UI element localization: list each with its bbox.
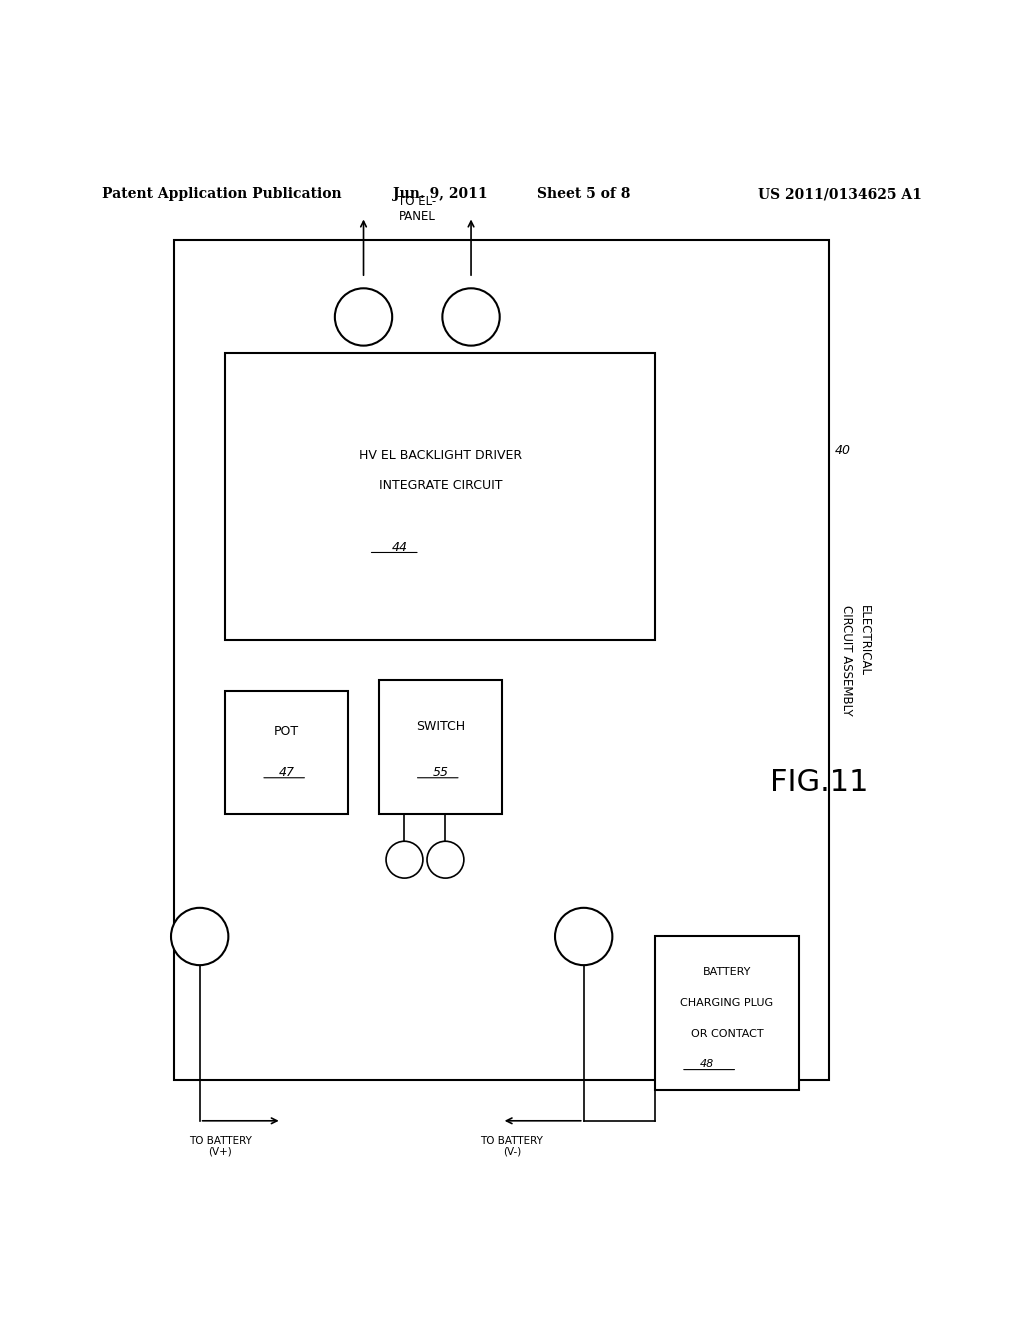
Bar	[225, 352, 655, 639]
Circle shape	[335, 288, 392, 346]
Text: Vin-: Vin-	[572, 932, 595, 941]
Text: TO EL-
PANEL: TO EL- PANEL	[398, 195, 436, 223]
Text: OR CONTACT: OR CONTACT	[691, 1028, 763, 1039]
Text: FIG.11: FIG.11	[770, 768, 868, 797]
Text: HV EL BACKLIGHT DRIVER: HV EL BACKLIGHT DRIVER	[358, 449, 522, 462]
Text: Sheet 5 of 8: Sheet 5 of 8	[537, 187, 631, 201]
Text: 48: 48	[699, 1060, 714, 1069]
Bar	[379, 681, 502, 813]
Text: VA: VA	[355, 310, 372, 323]
Bar	[225, 690, 348, 813]
Text: Patent Application Publication: Patent Application Publication	[102, 187, 342, 201]
Text: TO BATTERY
(V-): TO BATTERY (V-)	[480, 1137, 544, 1156]
Text: TO BATTERY
(V+): TO BATTERY (V+)	[188, 1137, 252, 1156]
Circle shape	[555, 908, 612, 965]
Bar	[174, 240, 829, 1080]
Text: ELECTRICAL
CIRCUIT ASSEMBLY: ELECTRICAL CIRCUIT ASSEMBLY	[840, 605, 870, 715]
Bar	[655, 936, 799, 1090]
Circle shape	[386, 841, 423, 878]
Text: 47: 47	[279, 766, 295, 779]
Text: VB: VB	[463, 310, 479, 323]
Text: 55: 55	[432, 766, 449, 779]
Text: Jun. 9, 2011: Jun. 9, 2011	[393, 187, 487, 201]
Text: CHARGING PLUG: CHARGING PLUG	[681, 998, 773, 1008]
Text: Vin+: Vin+	[186, 932, 213, 941]
Circle shape	[442, 288, 500, 346]
Text: POT: POT	[274, 725, 299, 738]
Text: INTEGRATE CIRCUIT: INTEGRATE CIRCUIT	[379, 479, 502, 492]
Text: 40: 40	[835, 444, 851, 457]
Text: SWITCH: SWITCH	[416, 721, 465, 733]
Circle shape	[171, 908, 228, 965]
Text: BATTERY: BATTERY	[702, 968, 752, 977]
Text: US 2011/0134625 A1: US 2011/0134625 A1	[758, 187, 922, 201]
Circle shape	[427, 841, 464, 878]
Text: 44: 44	[391, 541, 408, 554]
